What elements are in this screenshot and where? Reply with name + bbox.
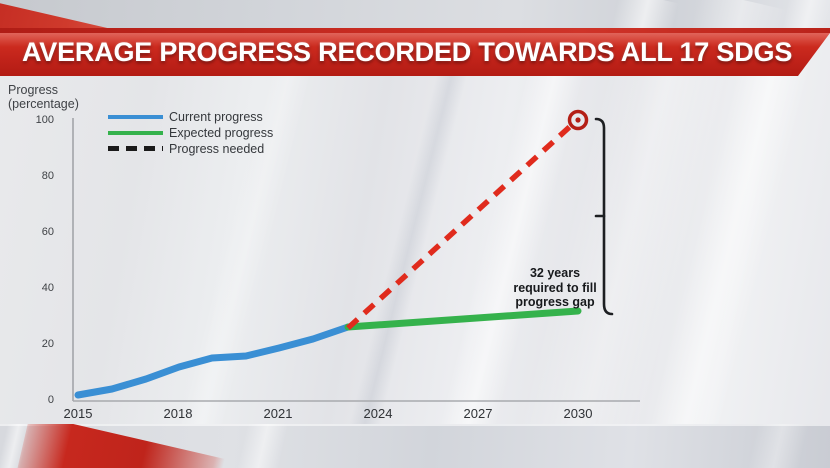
x-axis-tick-label: 2015	[63, 406, 93, 421]
series-progress-needed	[346, 119, 577, 331]
banner-body	[0, 33, 830, 76]
y-axis-tick-label: 60	[41, 226, 54, 238]
plot-graphics	[72, 109, 640, 402]
top-band-highlight	[688, 0, 788, 30]
legend-item-current-progress: Current progress	[108, 109, 273, 124]
y-axis-tick-label: 80	[41, 170, 54, 182]
legend-label: Current progress	[169, 109, 263, 124]
top-band-red-slab	[0, 0, 155, 30]
legend-item-progress-needed: Progress needed	[108, 141, 273, 156]
y-axis-title: Progress (percentage)	[8, 83, 88, 111]
x-axis-tick-label: 2021	[263, 406, 293, 421]
gap-annotation-line-2: required to fill	[513, 280, 597, 295]
bottom-band-red-slab	[14, 424, 225, 468]
banner-top-strip	[0, 28, 830, 33]
y-axis-tick-label: 0	[47, 394, 54, 406]
gap-annotation-line-3: progress gap	[515, 295, 595, 309]
legend-swatch-dashed-line-icon	[108, 146, 163, 151]
bottom-band-highlight	[234, 424, 289, 468]
series-current-progress	[74, 323, 352, 399]
legend-swatch-blue-line-icon	[108, 114, 163, 119]
y-axis-tick-label: 100	[35, 114, 54, 126]
series-expected-progress	[344, 307, 582, 331]
bottom-band-seam	[0, 424, 830, 426]
y-axis-title-line-1: Progress	[8, 83, 59, 97]
x-axis-tick-label: 2030	[563, 406, 593, 421]
y-axis-tick-label: 20	[41, 338, 54, 350]
target-ring-center-dot	[575, 117, 581, 123]
x-axis-tick-label: 2024	[363, 406, 393, 421]
top-band-highlight	[608, 0, 679, 30]
legend-swatch-green-line-icon	[108, 130, 163, 135]
target-ring-marker	[567, 109, 589, 131]
top-band-highlight	[778, 0, 830, 30]
x-axis-tick-label: 2027	[463, 406, 493, 421]
title-banner: AVERAGE PROGRESS RECORDED TOWARDS ALL 17…	[0, 28, 830, 76]
gap-annotation: 32 years required to fill progress gap	[503, 266, 607, 310]
page-title: AVERAGE PROGRESS RECORDED TOWARDS ALL 17…	[22, 37, 793, 67]
legend-label: Expected progress	[169, 125, 274, 140]
y-axis-title-line-2: (percentage)	[8, 97, 79, 111]
legend-label: Progress needed	[169, 141, 265, 156]
bottom-decoration-band	[0, 424, 830, 468]
x-axis-tick-label: 2018	[163, 406, 193, 421]
gap-annotation-line-1: 32 years	[529, 266, 581, 280]
bottom-band-highlight	[744, 424, 809, 468]
legend: Current progress Expected progress Progr…	[108, 109, 273, 157]
chart: Progress (percentage) 100 80 60 40 20 0 …	[0, 76, 830, 424]
legend-item-expected-progress: Expected progress	[108, 125, 273, 140]
banner-gloss	[0, 33, 830, 47]
top-decoration-band	[0, 0, 830, 30]
y-axis-tick-label: 40	[41, 282, 54, 294]
